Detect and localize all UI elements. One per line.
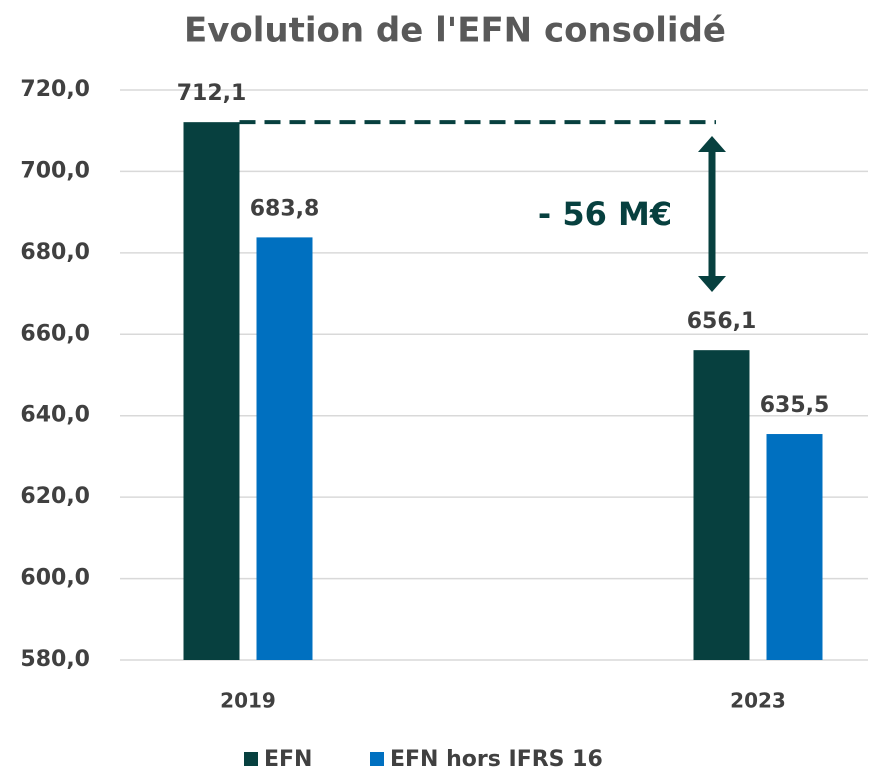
bar (693, 350, 750, 660)
y-tick-label: 700,0 (20, 158, 90, 183)
y-tick-label: 720,0 (20, 77, 90, 102)
y-tick-label: 580,0 (20, 647, 90, 672)
y-tick-label: 600,0 (20, 566, 90, 591)
legend-swatch (370, 752, 384, 766)
value-label: 712,1 (177, 81, 247, 106)
annotation: - 56 M€ (538, 195, 672, 233)
arrow-head (698, 136, 726, 152)
legend-label: EFN (264, 747, 312, 772)
legend-swatch (244, 752, 258, 766)
chart-title: Evolution de l'EFN consolidé (184, 11, 726, 51)
bar (256, 237, 313, 660)
value-label: 683,8 (250, 196, 320, 221)
y-tick-label: 640,0 (20, 403, 90, 428)
bar (183, 122, 240, 660)
y-tick-label: 660,0 (20, 321, 90, 346)
value-label: 656,1 (687, 309, 757, 334)
bar (766, 434, 823, 660)
y-tick-label: 620,0 (20, 484, 90, 509)
legend-label: EFN hors IFRS 16 (390, 747, 603, 772)
x-tick-label: 2023 (730, 689, 786, 713)
value-label: 635,5 (760, 393, 830, 418)
arrow-head (698, 276, 726, 292)
x-tick-label: 2019 (220, 689, 276, 713)
y-tick-label: 680,0 (20, 240, 90, 265)
